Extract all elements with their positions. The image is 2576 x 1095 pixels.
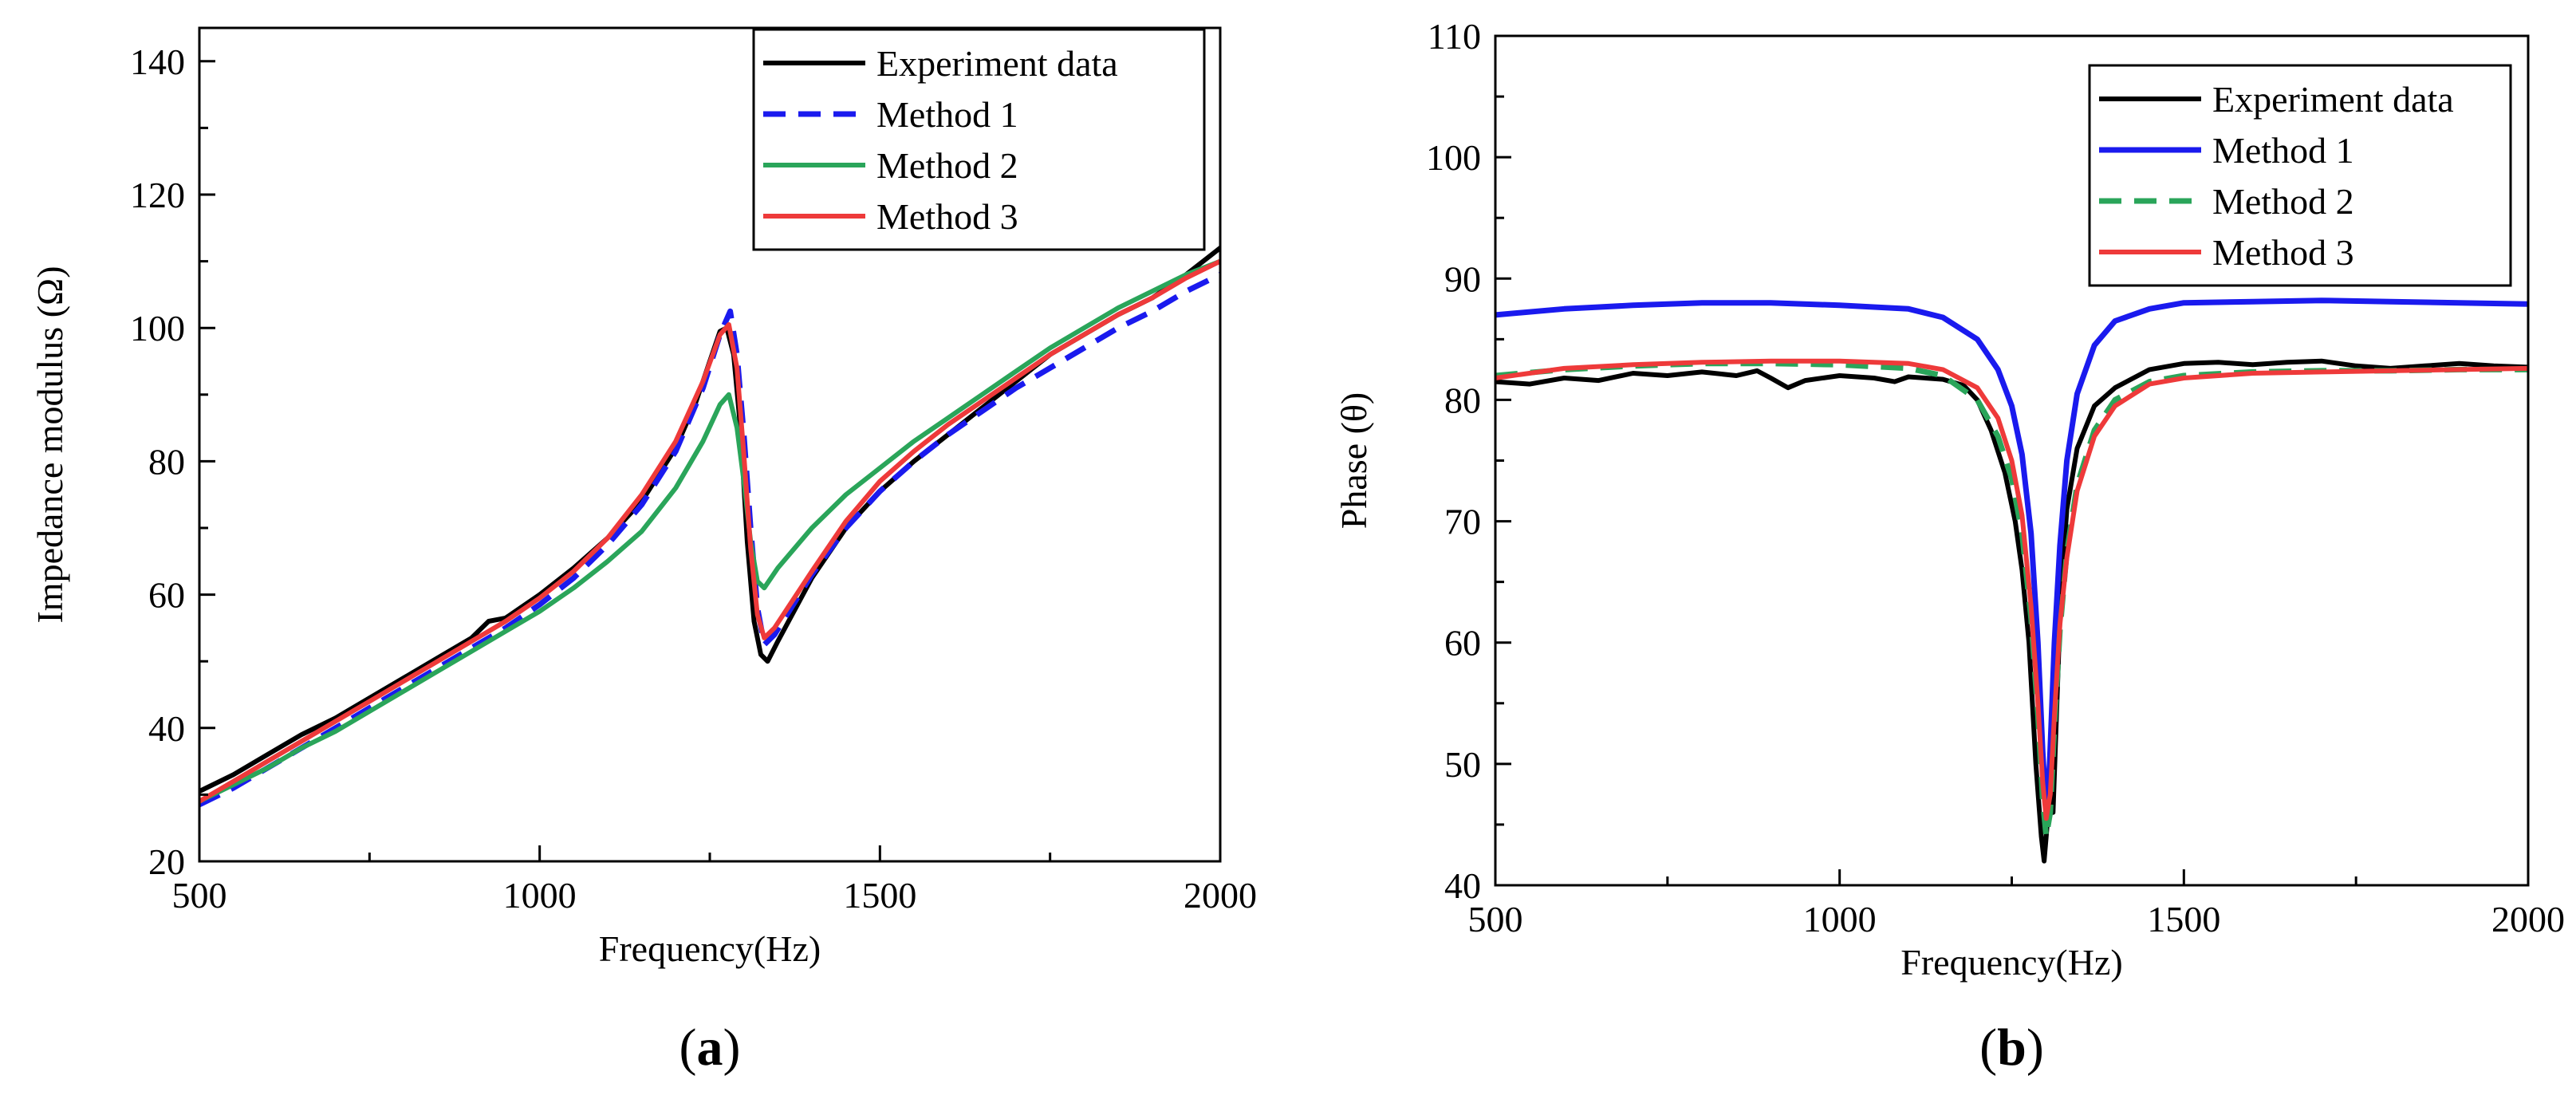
panel-b-legend-label: Experiment data: [2212, 79, 2454, 120]
panel-a-y-tick-label: 60: [148, 575, 185, 616]
panel-b-label: (b): [1979, 1018, 2044, 1077]
panel-a-legend: Experiment data Method 1 Method 2 Method 3: [752, 28, 1206, 251]
panel-a-y-tick-label: 100: [130, 308, 185, 349]
panel-a-series-method-2: [199, 258, 1220, 804]
panel-a-y-tick-label: 40: [148, 708, 185, 749]
panel-b-y-tick-label: 70: [1444, 502, 1481, 542]
panel-a-y-axis-title: Impedance modulus (Ω): [30, 266, 70, 623]
panel-b-y-axis-title: Phase (θ): [1333, 392, 1374, 530]
panel-a-x-axis-title: Frequency(Hz): [599, 928, 821, 969]
panel-a-y-tick-label: 140: [130, 41, 185, 82]
panel-b: 500 1000 1500 2000 40 50 60 70 80 90 100 110 Freque…: [1333, 16, 2565, 1077]
panel-b-y-tick-label: 80: [1444, 380, 1481, 420]
panel-b-y-tick-label: 60: [1444, 623, 1481, 664]
panel-a-label-open: (: [679, 1018, 697, 1077]
panel-b-ticks: 500 1000 1500 2000 40 50 60 70 80 90 100 110: [1426, 16, 2565, 939]
panel-a: 500 1000 1500 2000 20 40 60 80 100 120 140 Frequen…: [30, 26, 1257, 1077]
panel-b-series-layer: [1495, 297, 2528, 864]
panel-a-y-tick-label: 80: [148, 441, 185, 482]
panel-b-legend-label: Method 3: [2212, 232, 2354, 273]
panel-a-legend-label: Method 1: [876, 94, 1018, 135]
panel-a-legend-label: Experiment data: [876, 43, 1118, 84]
panel-a-y-tick-label: 120: [130, 175, 185, 215]
panel-b-series-method-3: [1495, 358, 2528, 821]
panel-b-legend: Experiment data Method 1 Method 2 Method 3: [2088, 64, 2512, 287]
panel-a-x-tick-label: 1000: [503, 875, 577, 916]
panel-a-x-tick-label: 2000: [1184, 875, 1257, 916]
panel-b-y-tick-label: 100: [1426, 137, 1481, 178]
panel-b-legend-label: Method 2: [2212, 181, 2354, 222]
panel-b-x-tick-label: 2000: [2491, 899, 2565, 939]
panel-a-label-letter: a: [697, 1018, 723, 1077]
panel-b-x-tick-label: 1500: [2147, 899, 2220, 939]
panel-a-series-method-3: [199, 258, 1220, 804]
panel-b-series-experiment-data: [1495, 358, 2528, 864]
panel-a-x-tick-label: 1500: [843, 875, 916, 916]
panel-a-y-tick-label: 20: [148, 841, 185, 882]
panel-b-x-tick-label: 1000: [1803, 899, 1877, 939]
panel-b-x-axis-title: Frequency(Hz): [1900, 942, 2122, 983]
panel-b-series-method-2: [1495, 360, 2528, 840]
panel-b-legend-label: Method 1: [2212, 130, 2354, 171]
panel-a-label: (a): [679, 1018, 741, 1077]
panel-a-legend-box: [752, 28, 1206, 251]
panel-a-series-method-1: [199, 272, 1220, 808]
panel-a-x-tick-label: 500: [172, 875, 227, 916]
panel-b-label-open: (: [1979, 1018, 1997, 1077]
panel-b-y-tick-label: 90: [1444, 258, 1481, 299]
panel-a-ticks: 500 1000 1500 2000 20 40 60 80 100 120 140: [130, 41, 1257, 916]
panel-a-series-layer: [199, 245, 1220, 808]
panel-a-label-close: ): [723, 1018, 741, 1077]
panel-b-x-tick-label: 500: [1468, 899, 1523, 939]
panel-a-legend-label: Method 3: [876, 196, 1018, 237]
panel-b-label-close: ): [2027, 1018, 2044, 1077]
panel-b-label-letter: b: [1997, 1018, 2027, 1077]
panel-b-y-tick-label: 50: [1444, 744, 1481, 785]
panel-b-y-tick-label: 40: [1444, 865, 1481, 906]
panel-b-legend-box: [2088, 64, 2512, 287]
panel-a-legend-label: Method 2: [876, 145, 1018, 186]
panel-b-series-method-1: [1495, 297, 2528, 816]
panel-b-y-tick-label: 110: [1428, 16, 1481, 57]
